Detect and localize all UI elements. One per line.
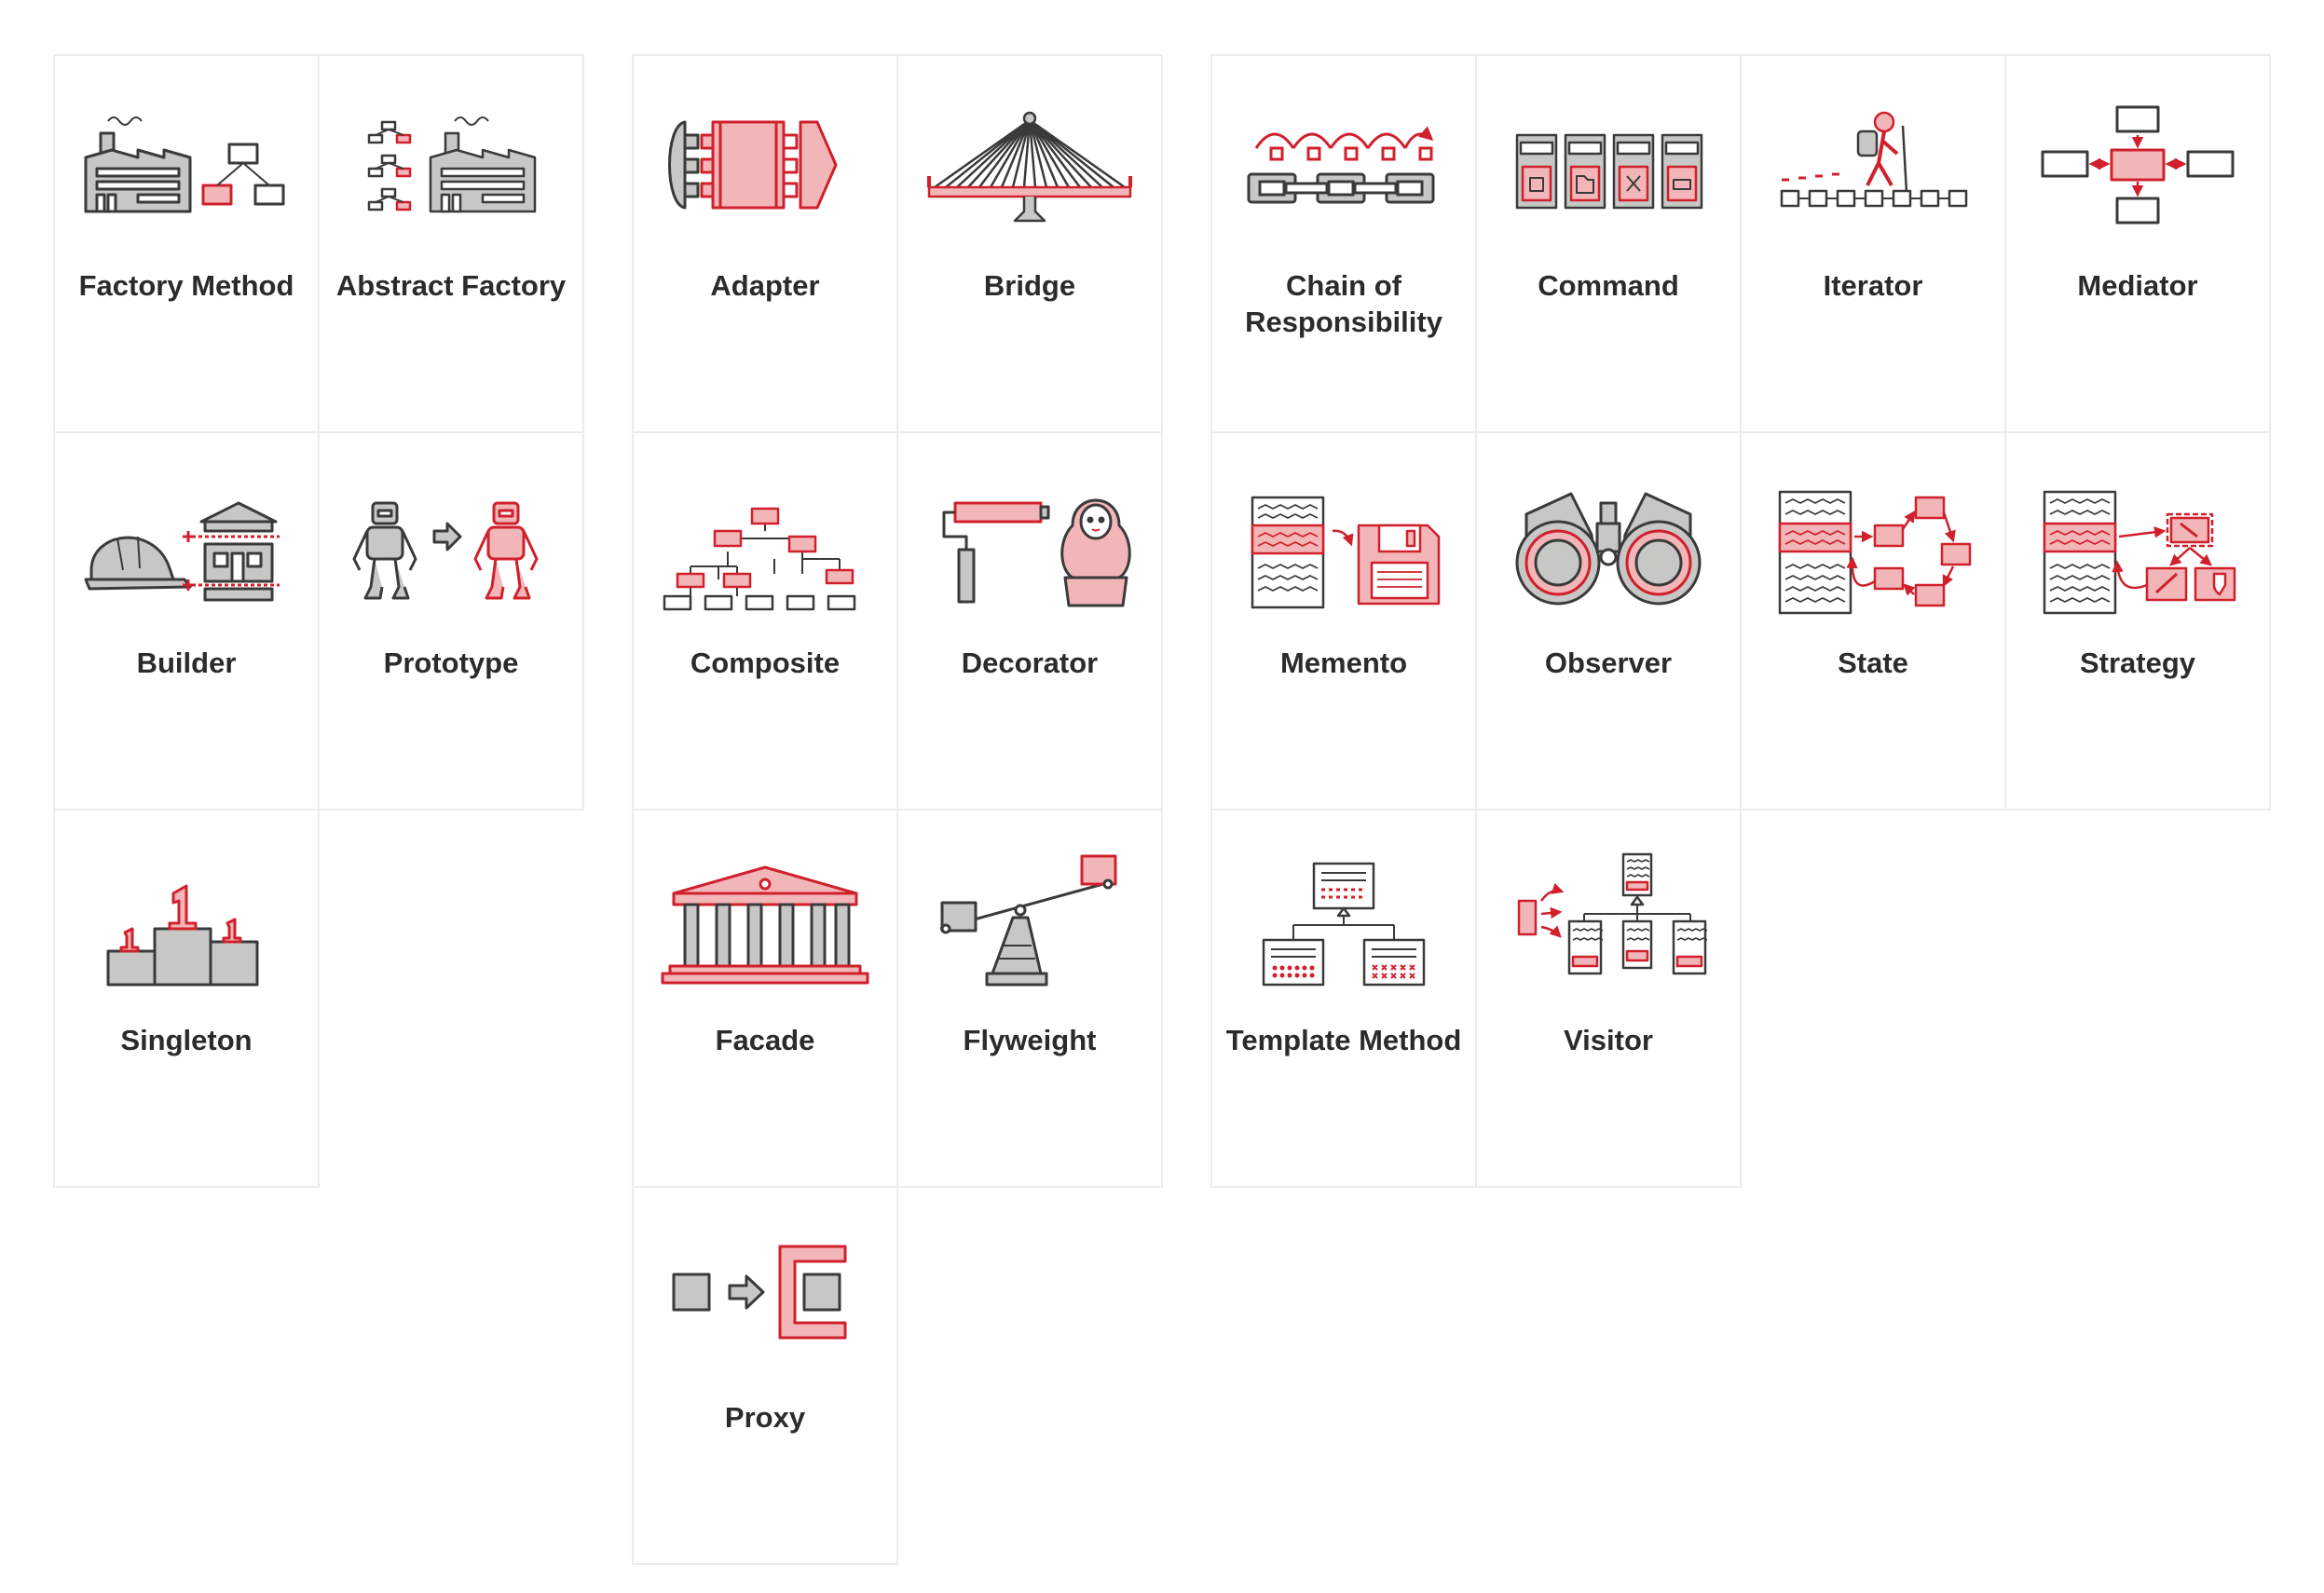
structural-patterns-group: Adapter Bridge	[632, 54, 1163, 1565]
card-prototype[interactable]: Prototype	[318, 431, 584, 810]
prototype-icon	[352, 501, 539, 600]
card-label: Template Method	[1225, 1024, 1462, 1056]
card-label: Chain of Responsibility	[1245, 269, 1442, 338]
card-bridge[interactable]: Bridge	[896, 54, 1163, 433]
singleton-icon	[106, 884, 259, 987]
card-visitor[interactable]: Visitor	[1475, 809, 1742, 1188]
card-label: Strategy	[2079, 647, 2196, 679]
card-label: Prototype	[383, 647, 519, 679]
iterator-icon	[1780, 111, 1968, 208]
card-label: Adapter	[710, 269, 820, 302]
card-label: Bridge	[983, 269, 1076, 302]
card-label: Mediator	[2077, 269, 2198, 302]
card-composite[interactable]: Composite	[632, 431, 898, 810]
card-label: Memento	[1279, 647, 1408, 679]
visitor-icon	[1517, 852, 1708, 975]
card-facade[interactable]: Facade	[632, 809, 898, 1188]
command-icon	[1515, 133, 1703, 210]
card-label: Singleton	[120, 1024, 253, 1056]
card-chain-of-responsibility[interactable]: Chain of Responsibility	[1210, 54, 1477, 433]
template-method-icon	[1262, 862, 1426, 987]
decorator-icon	[942, 498, 1131, 607]
card-template-method[interactable]: Template Method	[1210, 809, 1477, 1188]
composite-icon	[663, 507, 856, 611]
card-proxy[interactable]: Proxy	[632, 1186, 898, 1565]
factory-icon	[84, 116, 285, 213]
behavioral-patterns-group: Chain of Responsibility	[1210, 54, 2271, 1188]
card-command[interactable]: Command	[1475, 54, 1742, 433]
mediator-icon	[2041, 105, 2235, 225]
card-abstract-factory[interactable]: Abstract Factory	[318, 54, 584, 433]
card-builder[interactable]: Builder	[53, 431, 320, 810]
card-iterator[interactable]: Iterator	[1740, 54, 2006, 433]
card-strategy[interactable]: Strategy	[2004, 431, 2271, 810]
observer-icon	[1515, 492, 1702, 606]
card-label: Facade	[715, 1024, 815, 1056]
card-decorator[interactable]: Decorator	[896, 431, 1163, 810]
card-label: Iterator	[1823, 269, 1923, 302]
card-label: Observer	[1544, 647, 1673, 679]
state-icon	[1778, 490, 1972, 615]
card-state[interactable]: State	[1740, 431, 2006, 810]
card-label: Visitor	[1564, 1024, 1653, 1056]
card-label: Composite	[690, 647, 841, 679]
chain-icon	[1247, 88, 1450, 204]
card-memento[interactable]: Memento	[1210, 431, 1477, 810]
proxy-icon	[672, 1245, 847, 1340]
facade-icon	[661, 865, 869, 985]
card-label: Abstract Factory	[335, 269, 567, 302]
strategy-icon	[2043, 490, 2236, 615]
card-factory-method[interactable]: Factory Method	[53, 54, 320, 433]
card-observer[interactable]: Observer	[1475, 431, 1742, 810]
card-label: State	[1838, 647, 1908, 679]
card-adapter[interactable]: Adapter	[632, 54, 898, 433]
card-flyweight[interactable]: Flyweight	[896, 809, 1163, 1188]
card-label: Flyweight	[963, 1024, 1097, 1056]
bridge-icon	[927, 111, 1132, 223]
card-label: Builder	[136, 647, 237, 679]
card-label: Factory Method	[78, 269, 294, 302]
card-mediator[interactable]: Mediator	[2004, 54, 2271, 433]
card-label: Command	[1538, 269, 1679, 302]
card-label: Decorator	[961, 647, 1099, 679]
adapter-icon	[668, 120, 838, 210]
memento-icon	[1251, 496, 1441, 609]
card-singleton[interactable]: Singleton	[53, 809, 320, 1188]
creational-patterns-group: Factory Method Abstract Factory	[53, 54, 584, 1188]
card-label: Proxy	[724, 1401, 806, 1434]
flyweight-icon	[939, 854, 1117, 987]
builder-icon	[84, 501, 280, 602]
abstract-factory-icon	[367, 116, 537, 213]
